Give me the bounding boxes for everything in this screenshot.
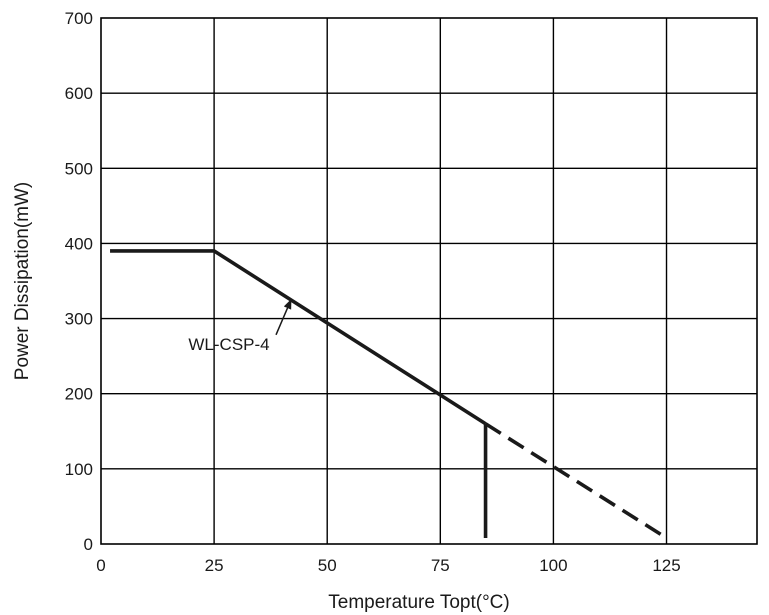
y-tick-label: 600 xyxy=(65,84,93,103)
series-line-wl-csp-4 xyxy=(110,249,487,426)
x-tick-label: 0 xyxy=(96,556,105,575)
y-tick-label: 700 xyxy=(65,9,93,28)
y-axis-title: Power Dissipation(mW) xyxy=(12,182,33,380)
plot-frame xyxy=(100,17,758,545)
annotation-arrow xyxy=(275,298,292,336)
x-tick-label: 125 xyxy=(652,556,680,575)
x-axis-title: Temperature Topt(°C) xyxy=(328,592,509,613)
grid-lines xyxy=(101,18,757,544)
y-tick-labels: 0 100 200 300 400 500 600 700 xyxy=(65,9,93,554)
annotations: WL-CSP-4 xyxy=(188,298,292,354)
y-tick-label: 200 xyxy=(65,385,93,404)
x-tick-label: 50 xyxy=(318,556,337,575)
y-tick-label: 500 xyxy=(65,159,93,178)
y-tick-label: 100 xyxy=(65,460,93,479)
y-tick-label: 300 xyxy=(65,310,93,329)
x-tick-label: 100 xyxy=(539,556,567,575)
series-line-dashed-extension xyxy=(484,422,668,540)
x-tick-labels: 0 25 50 75 100 125 xyxy=(96,556,680,575)
annotation-label: WL-CSP-4 xyxy=(188,335,269,354)
x-tick-label: 25 xyxy=(205,556,224,575)
series-lines xyxy=(110,249,668,540)
y-tick-label: 0 xyxy=(84,535,93,554)
x-tick-label: 75 xyxy=(431,556,450,575)
y-tick-label: 400 xyxy=(65,234,93,253)
